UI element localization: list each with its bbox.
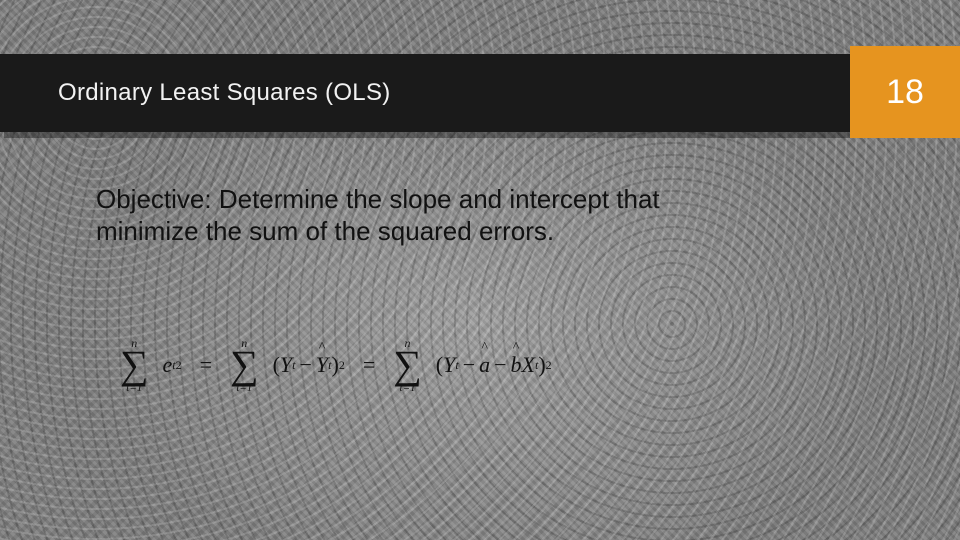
rparen-1: ) xyxy=(332,352,339,378)
sq-1: 2 xyxy=(339,358,345,373)
equals-2: = xyxy=(359,352,379,378)
Y-1: Y xyxy=(280,352,292,378)
title-bar: Ordinary Least Squares (OLS) xyxy=(0,54,850,132)
minus-3: − xyxy=(490,352,510,378)
a-hat: a xyxy=(479,352,490,378)
page-number: 18 xyxy=(886,73,924,112)
term-e-squared: et2 xyxy=(163,352,182,378)
sigma-1: n ∑ t=1 xyxy=(120,337,149,394)
sigma-symbol-1: ∑ xyxy=(120,349,149,381)
page-number-box: 18 xyxy=(850,46,960,138)
rparen-2: ) xyxy=(538,352,545,378)
sigma-2: n ∑ t=1 xyxy=(230,337,259,394)
slide-title: Ordinary Least Squares (OLS) xyxy=(58,79,391,107)
sigma-3: n ∑ t=1 xyxy=(393,337,422,394)
term-y-minus-a-minus-bx: (Yt−a−bXt)2 xyxy=(436,352,552,378)
b-hat: b xyxy=(511,352,522,378)
Y-2: Y xyxy=(443,352,455,378)
sq-2: 2 xyxy=(546,358,552,373)
minus-1: − xyxy=(295,352,315,378)
objective-text: Objective: Determine the slope and inter… xyxy=(96,184,736,247)
lparen-2: ( xyxy=(436,352,443,378)
e-var: e xyxy=(163,352,173,378)
term-y-minus-yhat: (Yt−Yt)2 xyxy=(273,352,345,378)
e-sup: 2 xyxy=(176,358,182,373)
sigma-lower-2: t=1 xyxy=(236,383,252,394)
X: X xyxy=(522,352,535,378)
sigma-symbol-2: ∑ xyxy=(230,349,259,381)
minus-2: − xyxy=(459,352,479,378)
equals-1: = xyxy=(196,352,216,378)
sigma-symbol-3: ∑ xyxy=(393,349,422,381)
lparen-1: ( xyxy=(273,352,280,378)
ols-equation: n ∑ t=1 et2 = n ∑ t=1 (Yt−Yt)2 = n ∑ t=1… xyxy=(120,320,740,410)
sigma-lower-1: t=1 xyxy=(126,383,142,394)
Yhat: Y xyxy=(316,352,328,378)
sigma-lower-3: t=1 xyxy=(400,383,416,394)
